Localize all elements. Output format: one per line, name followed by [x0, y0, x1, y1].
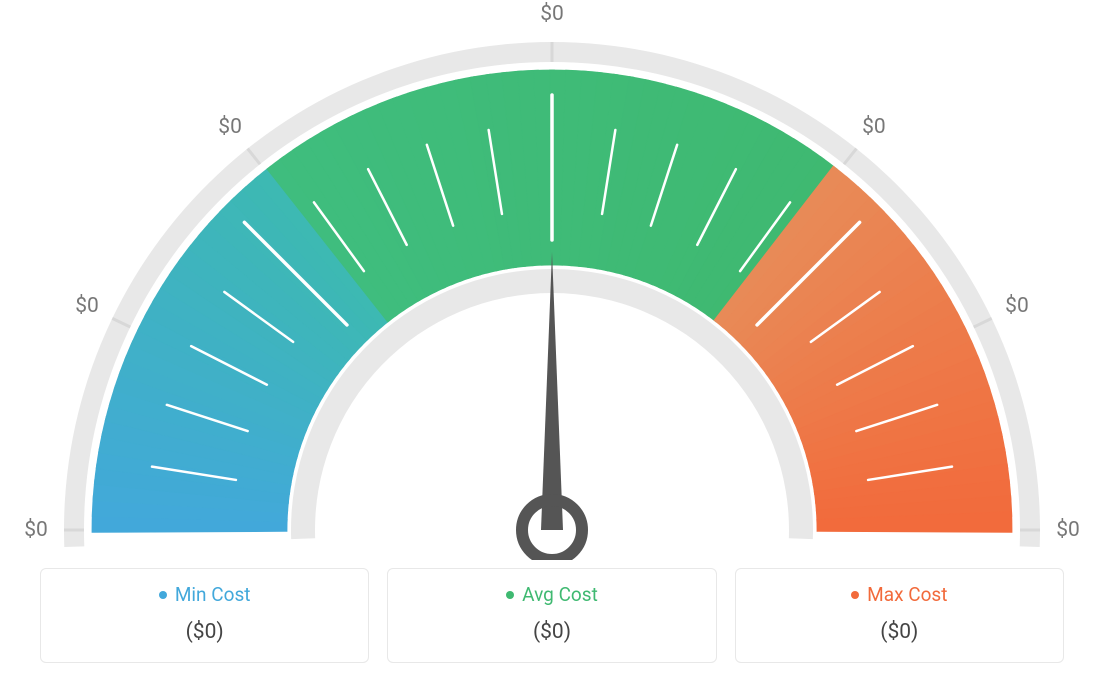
legend-label-max: Max Cost: [867, 583, 947, 606]
legend-label-min: Min Cost: [175, 583, 251, 606]
gauge-tick-label: $0: [24, 518, 48, 542]
legend-label-line-avg: Avg Cost: [398, 583, 705, 606]
legend-card-max: Max Cost ($0): [735, 568, 1064, 663]
legend-row: Min Cost ($0) Avg Cost ($0) Max Cost ($0…: [40, 568, 1064, 663]
gauge-chart-container: $0 $0 $0 $0 $0 $0 $0 Min Cost ($0) Avg Cost ($…: [0, 0, 1104, 690]
gauge-tick-label: $0: [862, 115, 886, 139]
gauge-tick-label: $0: [218, 115, 242, 139]
gauge-tick-label: $0: [75, 294, 99, 318]
legend-dot-avg: [506, 591, 514, 599]
gauge-tick-label: $0: [1056, 518, 1080, 542]
legend-value-avg: ($0): [398, 620, 705, 644]
gauge-tick-label: $0: [1005, 294, 1029, 318]
legend-card-avg: Avg Cost ($0): [387, 568, 716, 663]
legend-dot-min: [159, 591, 167, 599]
legend-label-line-max: Max Cost: [746, 583, 1053, 606]
legend-dot-max: [851, 591, 859, 599]
legend-card-min: Min Cost ($0): [40, 568, 369, 663]
legend-label-line-min: Min Cost: [51, 583, 358, 606]
legend-label-avg: Avg Cost: [522, 583, 598, 606]
legend-value-max: ($0): [746, 620, 1053, 644]
legend-value-min: ($0): [51, 620, 358, 644]
gauge-svg: [0, 0, 1104, 560]
gauge-area: $0 $0 $0 $0 $0 $0 $0: [0, 0, 1104, 560]
gauge-tick-label: $0: [540, 2, 564, 26]
